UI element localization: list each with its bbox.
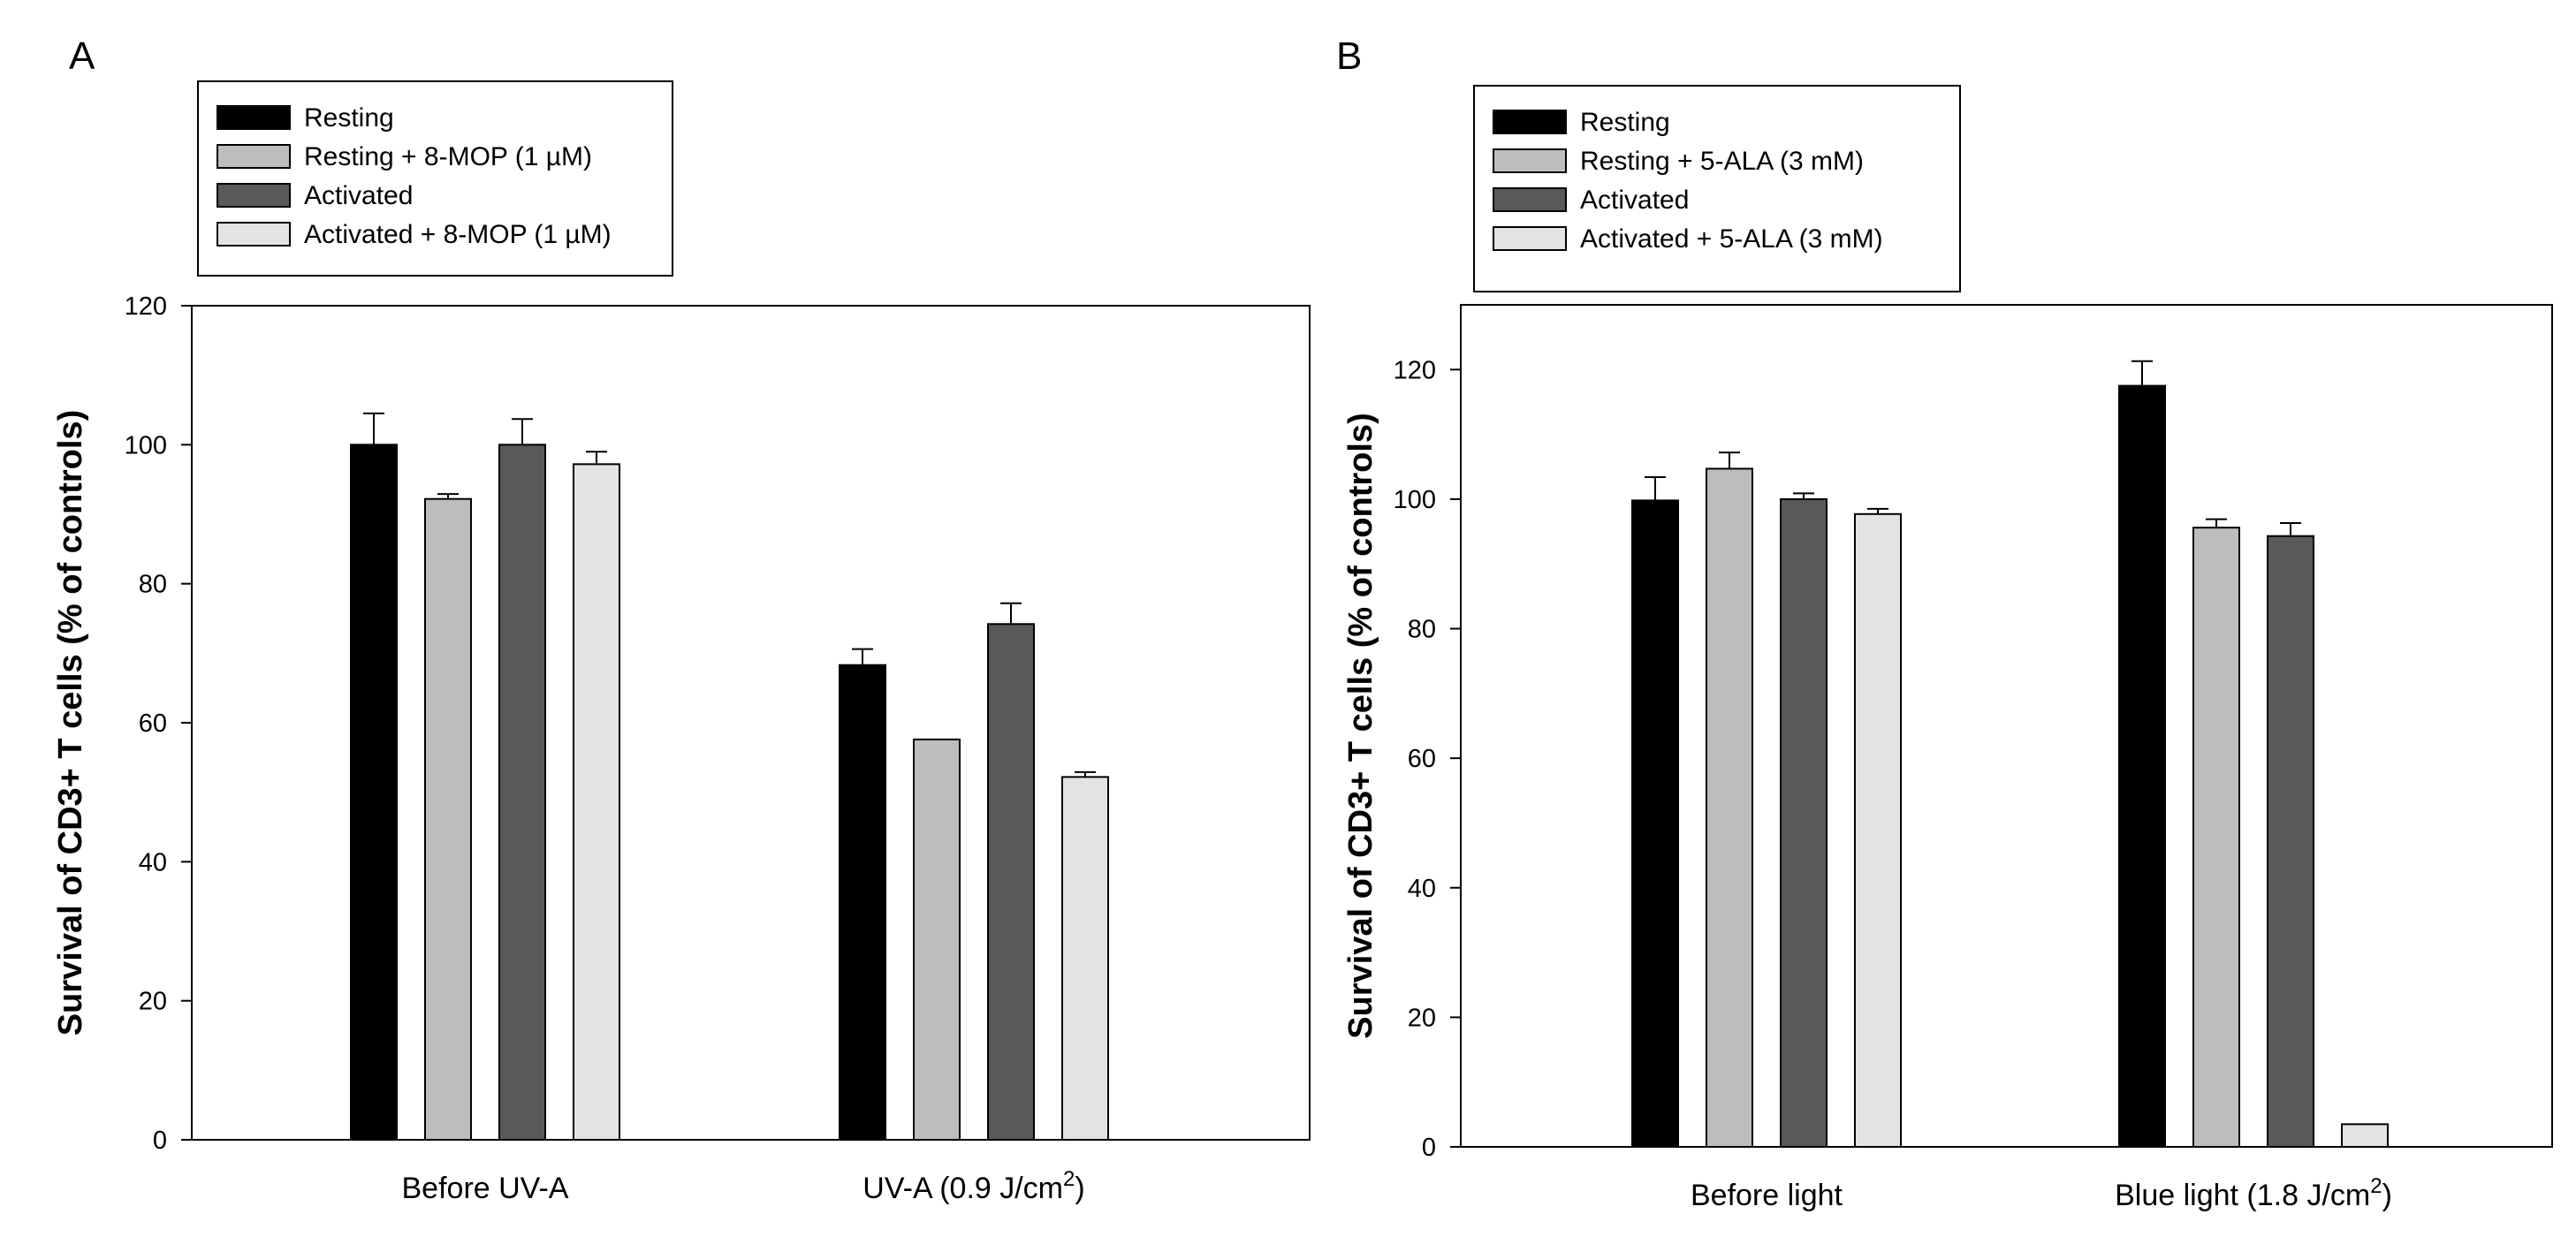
y-tick-label: 80 (139, 571, 167, 599)
bar (2341, 1123, 2389, 1148)
bar (839, 664, 886, 1141)
legend-label: Activated + 5-ALA (3 mM) (1580, 224, 1883, 254)
legend-swatch (217, 105, 291, 130)
bar (2118, 384, 2166, 1148)
plot-frame (1460, 304, 2553, 1148)
x-category-superscript: 2 (1063, 1167, 1075, 1191)
x-category-label: Before UV-A (402, 1172, 569, 1205)
legend-label: Activated (1580, 186, 1689, 215)
legend-swatch (217, 222, 291, 247)
bar (1706, 467, 1753, 1148)
y-tick-label: 60 (1408, 745, 1436, 773)
legend-label: Resting + 5-ALA (3 mM) (1580, 147, 1864, 176)
x-category-label: Blue light (1.8 J/cm2) (2115, 1174, 2392, 1212)
bar (913, 738, 961, 1141)
y-axis-label: Survival of CD3+ T cells (% of controls) (1342, 413, 1379, 1038)
legend-swatch (1493, 148, 1567, 173)
bar (1631, 499, 1679, 1148)
y-tick-label: 40 (139, 848, 167, 876)
legend-swatch (217, 183, 291, 208)
legend-label: Resting + 8-MOP (1 µM) (304, 142, 592, 171)
y-tick-label: 60 (139, 709, 167, 738)
y-tick-label: 20 (139, 988, 167, 1016)
panel-b-chart: B 0 20 40 60 80 100 120 Survival of CD3+ T cells… (1336, 34, 2553, 1212)
x-category-label: UV-A (0.9 J/cm2) (862, 1167, 1084, 1205)
panel-label: A (69, 34, 95, 78)
bar (1854, 512, 1902, 1148)
y-tick-label: 20 (1408, 1004, 1436, 1032)
y-tick-label: 80 (1408, 616, 1436, 644)
x-category-superscript: 2 (2370, 1174, 2382, 1198)
bar (1780, 497, 1828, 1148)
bar (350, 444, 398, 1142)
y-tick-label: 0 (153, 1127, 167, 1155)
x-category-label: Before light (1691, 1179, 1843, 1212)
x-category-suffix: ) (1075, 1172, 1084, 1205)
panel-label: B (1336, 34, 1362, 78)
y-tick-label: 100 (1394, 486, 1436, 514)
y-tick-label: 120 (125, 292, 167, 321)
y-tick-label: 120 (1394, 356, 1436, 384)
bar (987, 623, 1035, 1141)
legend-label: Resting (1580, 108, 1670, 137)
bar (424, 497, 472, 1141)
bar (2267, 535, 2314, 1148)
legend-swatch (1493, 110, 1567, 134)
bar (2192, 527, 2240, 1148)
legend-swatch (1493, 187, 1567, 212)
x-category-text: Before light (1691, 1179, 1843, 1212)
y-tick-label: 0 (1422, 1134, 1436, 1162)
x-category-text: Blue light (1.8 J/cm (2115, 1179, 2370, 1212)
bar (498, 444, 546, 1142)
panel-a-chart: A 0 20 40 60 80 100 120 Survival of CD3+ T cells… (52, 34, 1311, 1205)
x-category-text: UV-A (0.9 J/cm (862, 1172, 1063, 1205)
y-tick-label: 100 (125, 431, 167, 459)
bar (1061, 776, 1109, 1141)
bar (573, 463, 620, 1141)
x-category-suffix: ) (2382, 1179, 2392, 1212)
legend-label: Activated + 8-MOP (1 µM) (304, 220, 612, 249)
legend-swatch (217, 144, 291, 169)
x-category-text: Before UV-A (402, 1172, 569, 1205)
legend-label: Resting (304, 103, 394, 133)
y-tick-label: 40 (1408, 875, 1436, 903)
legend-swatch (1493, 226, 1567, 251)
y-axis-label: Survival of CD3+ T cells (% of controls) (52, 410, 89, 1036)
legend-label: Activated (304, 181, 413, 210)
